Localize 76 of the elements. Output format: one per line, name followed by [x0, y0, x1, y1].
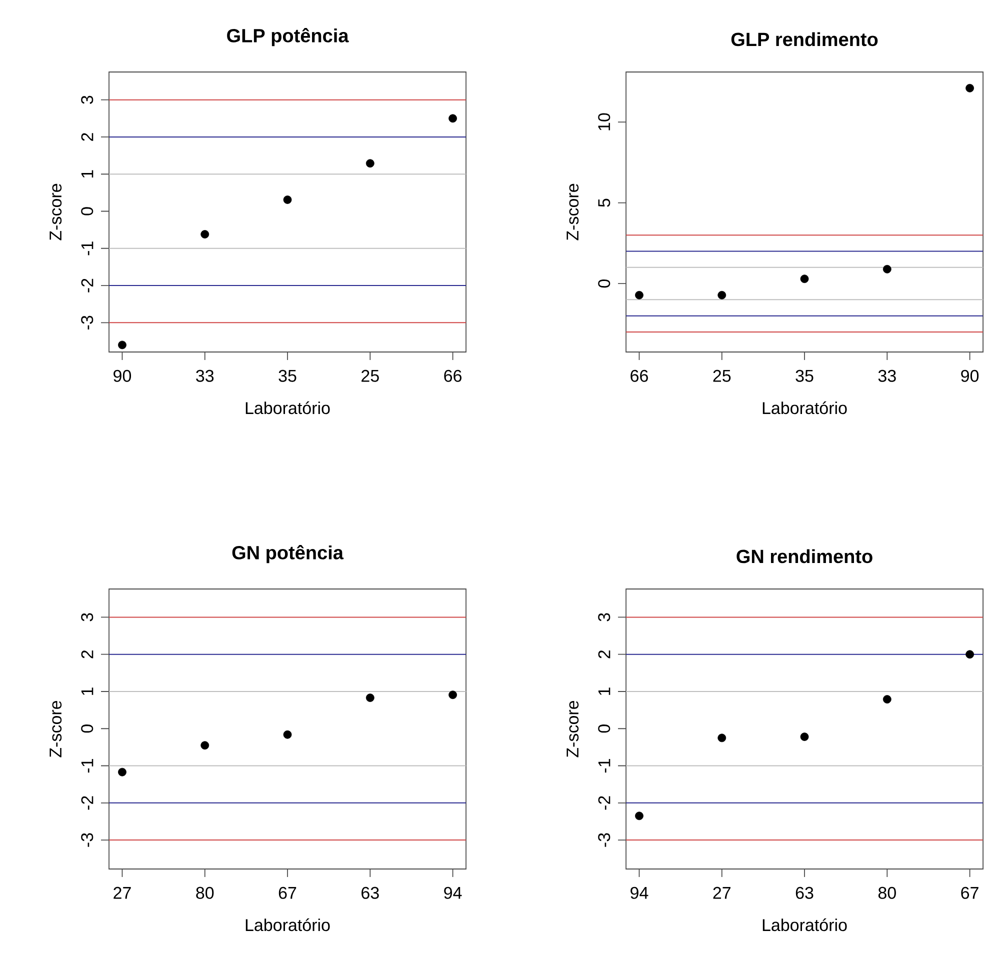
y-tick-label: 3 — [81, 96, 94, 104]
x-axis-title: Laboratório — [762, 401, 847, 414]
y-tick-label: 2 — [598, 650, 610, 658]
x-tick-label: 90 — [961, 370, 979, 382]
y-tick-label: -1 — [81, 242, 94, 256]
point — [882, 264, 892, 274]
point — [635, 812, 644, 820]
x-axis-title: Laboratório — [246, 401, 330, 414]
point — [966, 84, 974, 92]
y-tick-label: 1 — [81, 688, 94, 695]
chart-title: GLP potência — [227, 28, 349, 46]
chart-title: GN potência — [232, 545, 344, 564]
y-tick-label: -1 — [598, 759, 610, 773]
x-tick-label: 27 — [713, 886, 730, 899]
point — [448, 690, 457, 700]
y-tick-label: -2 — [81, 278, 94, 292]
y-tick-label: -1 — [81, 759, 94, 773]
x-tick-label: 80 — [878, 886, 896, 899]
x-tick-label: 94 — [630, 886, 648, 899]
x-tick-label: 63 — [796, 886, 814, 899]
x-tick-label: 27 — [114, 886, 131, 899]
point — [882, 695, 892, 704]
chart-title: GLP rendimento — [731, 32, 878, 46]
point — [200, 741, 210, 750]
x-tick-label: 67 — [961, 886, 978, 899]
point — [283, 730, 292, 739]
y-axis-title: Z-score — [566, 184, 579, 240]
y-tick-label: -2 — [81, 796, 94, 810]
y-tick-label: -3 — [81, 833, 94, 847]
point — [366, 159, 374, 168]
point — [118, 340, 126, 350]
x-tick-label: 67 — [278, 886, 296, 899]
x-axis-title: Laboratório — [762, 918, 847, 932]
y-tick-label: 0 — [598, 724, 610, 733]
x-tick-label: 25 — [362, 370, 379, 382]
y-axis-title: Z-score — [566, 700, 579, 758]
y-tick-label: 3 — [81, 613, 94, 622]
x-tick-label: 33 — [878, 370, 896, 382]
point — [635, 290, 644, 300]
point — [366, 694, 374, 702]
x-tick-label: 66 — [444, 370, 462, 382]
y-tick-label: 1 — [81, 170, 94, 178]
point — [800, 274, 809, 284]
point — [800, 732, 809, 741]
y-tick-label: 0 — [81, 207, 94, 216]
y-tick-label: 5 — [598, 198, 610, 207]
point — [283, 196, 292, 204]
y-tick-label: 3 — [598, 613, 610, 622]
x-tick-label: 94 — [444, 886, 462, 899]
x-tick-label: 90 — [114, 370, 132, 382]
x-tick-label: 66 — [630, 370, 648, 382]
y-tick-label: -3 — [81, 316, 94, 330]
y-tick-label: 1 — [598, 688, 610, 695]
y-tick-label: 2 — [81, 650, 94, 658]
x-axis-title: Laboratório — [246, 918, 330, 932]
x-tick-label: 35 — [278, 370, 296, 382]
y-axis-title: Z-score — [50, 184, 62, 240]
x-tick-label: 35 — [796, 370, 814, 382]
x-tick-label: 25 — [713, 370, 731, 382]
x-tick-label: 33 — [196, 370, 214, 382]
y-axis-title: Z-score — [50, 700, 62, 758]
point — [200, 230, 210, 238]
point — [448, 114, 457, 123]
y-tick-label: -3 — [598, 833, 610, 847]
chart-title: GN rendimento — [736, 549, 872, 564]
point — [118, 768, 126, 776]
y-tick-label: 10 — [598, 113, 610, 130]
y-tick-label: 0 — [81, 724, 94, 733]
x-tick-label: 63 — [362, 886, 379, 899]
y-tick-label: 0 — [598, 279, 610, 288]
x-tick-label: 80 — [196, 886, 214, 899]
y-tick-label: -2 — [598, 796, 610, 810]
point — [718, 290, 726, 300]
point — [966, 650, 974, 659]
y-tick-label: 2 — [81, 133, 94, 141]
point — [718, 734, 726, 742]
